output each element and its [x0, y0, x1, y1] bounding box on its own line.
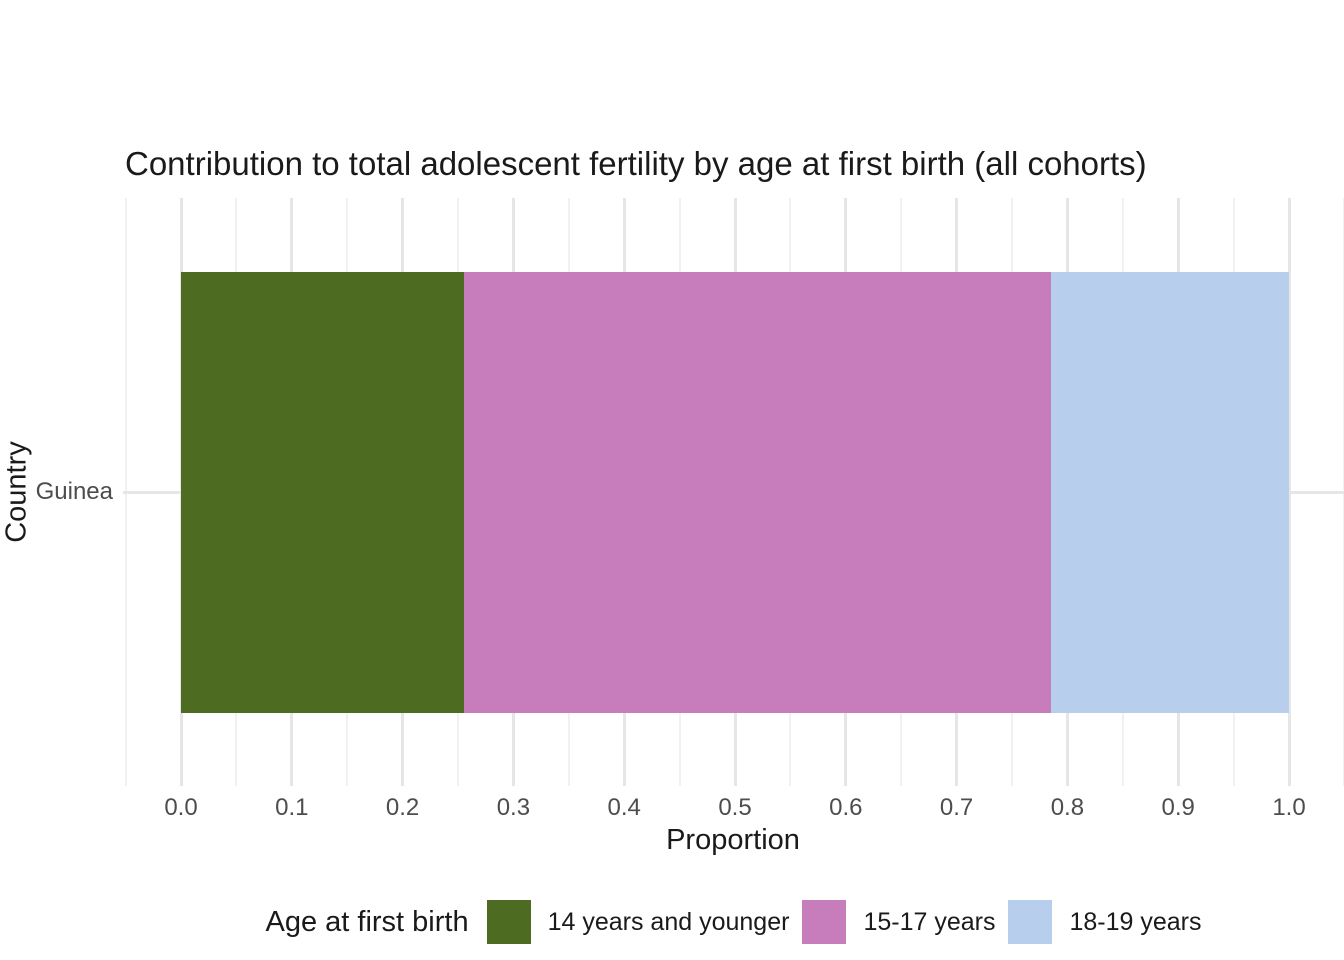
legend-item: 15-17 years	[802, 900, 995, 944]
bar-segment-2	[463, 272, 1051, 713]
legend-title: Age at first birth	[265, 905, 469, 938]
x-tick-label: 0.3	[496, 794, 531, 821]
legend-item: 14 years and younger	[486, 900, 790, 944]
x-tick-label: 0.5	[718, 794, 752, 821]
legend-swatch	[1008, 900, 1053, 944]
legend-item: 18-19 years	[1008, 900, 1202, 944]
x-axis-tick-labels: 0.0 0.1 0.2 0.3 0.4 0.5 0.6 0.7 0.8 0.9 1.0	[0, 794, 1344, 824]
x-tick-label: 0.4	[607, 794, 641, 821]
x-tick-label: 0.6	[829, 794, 863, 821]
chart-title: Contribution to total adolescent fertili…	[125, 145, 1147, 182]
legend-item-label: 15-17 years	[863, 907, 996, 936]
x-tick-label: 0.0	[164, 794, 198, 821]
plot-panel	[123, 198, 1344, 786]
x-axis-title: Proportion	[666, 824, 800, 856]
y-tick-label-guinea: Guinea	[35, 478, 113, 505]
bar-segment-3	[1050, 272, 1289, 713]
x-tick-label: 0.7	[939, 794, 974, 821]
legend-swatch	[486, 900, 531, 944]
x-tick-label: 0.1	[275, 794, 309, 821]
legend-item-label: 18-19 years	[1069, 907, 1202, 936]
legend-item-label: 14 years and younger	[547, 907, 790, 936]
bar-segment-1	[181, 272, 464, 713]
legend: Age at first birth 14 years and younger 1…	[123, 898, 1344, 946]
x-tick-label: 0.8	[1050, 794, 1085, 821]
legend-swatch	[802, 900, 847, 944]
legend-items: 14 years and younger 15-17 years 18-19 yea…	[486, 900, 1202, 944]
x-tick-label: 0.2	[385, 794, 420, 821]
x-tick-label: 0.9	[1161, 794, 1195, 821]
x-tick-label: 1.0	[1272, 794, 1306, 821]
